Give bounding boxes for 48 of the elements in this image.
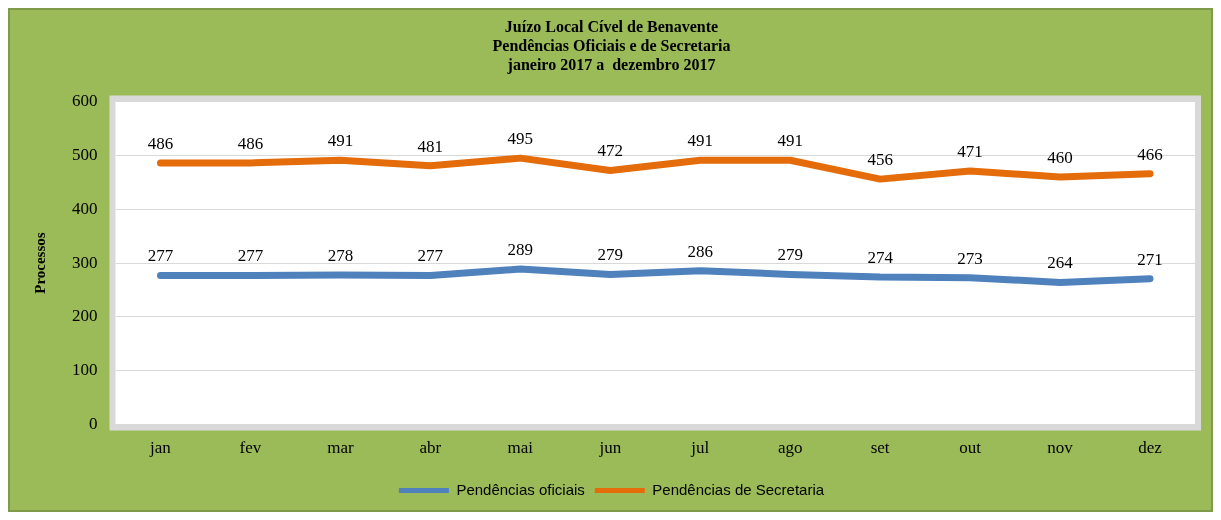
- legend-label: Pendências oficiais: [456, 480, 585, 498]
- x-tick-label: nov: [1047, 438, 1074, 458]
- data-label: 491: [687, 131, 713, 151]
- data-label: 279: [777, 245, 803, 265]
- y-tick-label: 400: [72, 198, 98, 218]
- x-tick-label: dez: [1138, 438, 1163, 458]
- data-label: 289: [507, 239, 534, 259]
- data-label: 472: [597, 141, 624, 161]
- data-label: 471: [957, 142, 983, 162]
- data-label: 486: [147, 133, 174, 153]
- x-tick-label: jun: [598, 438, 622, 458]
- data-label: 277: [147, 246, 174, 266]
- data-label: 286: [687, 241, 713, 261]
- data-label: 486: [237, 133, 264, 153]
- data-label: 491: [327, 131, 354, 151]
- data-label: 264: [1047, 253, 1074, 273]
- x-tick-label: ago: [777, 438, 803, 458]
- y-axis-title: Processos: [31, 232, 48, 294]
- data-label: 278: [327, 245, 354, 265]
- x-tick-label: fev: [239, 438, 262, 458]
- x-tick-label: mai: [507, 438, 534, 458]
- x-tick-label: out: [959, 438, 982, 458]
- y-tick-label: 600: [72, 91, 98, 111]
- legend-label: Pendências de Secretaria: [652, 480, 825, 498]
- y-tick-label: 200: [72, 306, 98, 326]
- y-tick-label: 500: [72, 144, 98, 164]
- data-label: 495: [507, 129, 534, 149]
- data-label: 277: [417, 246, 444, 266]
- y-tick-label: 0: [89, 414, 98, 434]
- data-label: 456: [867, 150, 893, 170]
- data-label: 460: [1047, 147, 1073, 167]
- x-tick-label: jul: [690, 438, 710, 458]
- data-label: 274: [867, 248, 894, 268]
- y-tick-label: 300: [72, 252, 98, 272]
- data-label: 273: [957, 248, 983, 268]
- x-tick-label: jan: [149, 438, 172, 458]
- y-tick-label: 100: [72, 360, 98, 380]
- chart-title: Juízo Local Cível de Benavente: [504, 17, 719, 35]
- x-tick-label: set: [870, 438, 890, 458]
- data-label: 279: [597, 245, 624, 265]
- data-label: 277: [237, 246, 264, 266]
- data-label: 481: [417, 136, 444, 156]
- data-label: 271: [1137, 249, 1163, 269]
- chart-subtitle: Pendências Oficiais e de Secretaria janeiro 2017 a dezembro 2017: [492, 36, 731, 75]
- x-tick-label: abr: [419, 438, 442, 458]
- data-label: 491: [777, 131, 803, 151]
- x-tick-label: mar: [327, 438, 354, 458]
- data-label: 466: [1137, 144, 1163, 164]
